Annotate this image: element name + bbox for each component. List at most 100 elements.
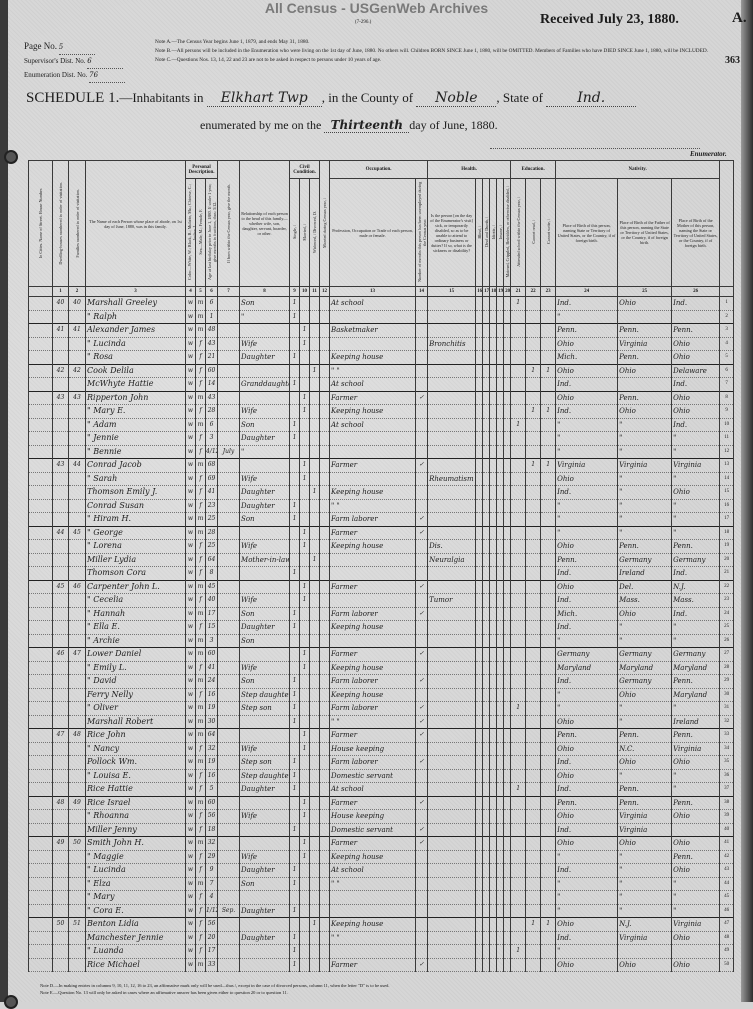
cell-fbp: Penn.	[617, 782, 673, 797]
cell-rel: Wife	[239, 471, 291, 486]
cell-rel	[239, 795, 291, 810]
cell-color: w	[185, 930, 196, 945]
cell-maimed	[503, 377, 512, 392]
cell-bp: Ind.	[555, 377, 619, 392]
cell-idiot	[489, 903, 498, 918]
cell-blind	[475, 687, 484, 702]
cell-idiot	[489, 525, 498, 540]
cell-line: 4	[719, 336, 735, 351]
cell-married	[299, 606, 311, 621]
cell-school	[510, 377, 527, 392]
cell-married	[299, 377, 311, 392]
cell-sex: f	[195, 485, 206, 500]
cell-sick: Neuralgia	[427, 552, 477, 567]
cell-occ	[329, 444, 417, 459]
cell-widowed	[309, 957, 321, 972]
cell-age: 41	[204, 485, 219, 500]
cell-unemp	[415, 323, 429, 338]
cell-month	[217, 552, 241, 567]
cell-widowed	[309, 606, 321, 621]
cell-mcy	[319, 552, 331, 567]
cell-age: 20	[204, 930, 219, 945]
cell-mcy	[319, 471, 331, 486]
cell-color: w	[185, 498, 196, 513]
cell-maimed	[503, 701, 512, 716]
column-number: 7	[217, 286, 241, 297]
cell-idiot	[489, 714, 498, 729]
cell-month	[217, 431, 241, 446]
cell-age: 9	[204, 863, 219, 878]
cell-read	[525, 471, 542, 486]
cell-married	[299, 552, 311, 567]
cell-maimed	[503, 863, 512, 878]
cell-write	[540, 417, 557, 432]
column-number: 23	[540, 286, 557, 297]
cell-single	[289, 795, 301, 810]
cell-fam	[68, 552, 86, 567]
cell-occ: Farmer	[329, 390, 417, 405]
cell-color: w	[185, 822, 196, 837]
column-number: 9	[289, 286, 301, 297]
cell-idiot	[489, 782, 498, 797]
census-table: In Cities. Name of Street. House Number.…	[28, 160, 735, 972]
cell-line: 32	[719, 714, 735, 729]
cell-maimed	[503, 768, 512, 783]
cell-insane	[496, 566, 505, 581]
cell-fam	[68, 309, 86, 324]
cell-deaf	[482, 606, 491, 621]
cell-dw	[52, 782, 69, 797]
cell-age: 19	[204, 701, 219, 716]
cell-occ: Keeping house	[329, 620, 417, 635]
cell-month	[217, 809, 241, 824]
cell-rel: Daughter	[239, 930, 291, 945]
note-e: Note E.—Question No. 13 will only be ask…	[40, 990, 288, 995]
cell-fam	[68, 444, 86, 459]
cell-name: " Ella E.	[85, 620, 186, 635]
cell-occ	[329, 566, 417, 581]
cell-dw	[52, 471, 69, 486]
cell-deaf	[482, 755, 491, 770]
cell-mbp: Ohio	[671, 755, 721, 770]
cell-fam	[68, 660, 86, 675]
cell-fbp: "	[617, 471, 673, 486]
cell-age: 14	[204, 377, 219, 392]
column-number: 22	[525, 286, 542, 297]
table-row: " Louisa E. w f 16 Step daughter 1 Domestic se…	[28, 768, 735, 783]
column-header-month: If born within the Census year, give the…	[217, 160, 241, 287]
cell-dw	[52, 701, 69, 716]
cell-married	[299, 714, 311, 729]
cell-insane	[496, 741, 505, 756]
cell-mcy	[319, 458, 331, 473]
cell-blind	[475, 633, 484, 648]
cell-unemp: ✓	[415, 714, 429, 729]
cell-occ: " "	[329, 714, 417, 729]
column-header-school: Attended school within the Census year, …	[510, 178, 527, 287]
cell-insane	[496, 701, 505, 716]
cell-bp: Ind.	[555, 620, 619, 635]
cell-unemp	[415, 539, 429, 554]
cell-margin	[28, 741, 53, 756]
cell-deaf	[482, 417, 491, 432]
cell-mbp: Penn.	[671, 728, 721, 743]
cell-sex: m	[195, 836, 206, 851]
cell-widowed	[309, 903, 321, 918]
cell-deaf	[482, 849, 491, 864]
cell-mbp: Penn.	[671, 539, 721, 554]
cell-fbp: "	[617, 863, 673, 878]
cell-insane	[496, 917, 505, 932]
column-number: 17	[482, 286, 491, 297]
cell-sick	[427, 458, 477, 473]
cell-insane	[496, 296, 505, 311]
cell-dw	[52, 606, 69, 621]
cell-line: 16	[719, 498, 735, 513]
cell-mcy	[319, 822, 331, 837]
cell-mbp: "	[671, 768, 721, 783]
cell-read	[525, 417, 542, 432]
table-row: " Jennie w f 3 Daughter 1 " " " 11	[28, 431, 735, 446]
cell-married	[299, 498, 311, 513]
table-row: 50 51 Benton Lidia w f 56 1 Keeping house 1 1 Ohio…	[28, 917, 735, 932]
cell-mcy	[319, 687, 331, 702]
cell-occ: Farm laborer	[329, 674, 417, 689]
cell-maimed	[503, 350, 512, 365]
cell-maimed	[503, 471, 512, 486]
